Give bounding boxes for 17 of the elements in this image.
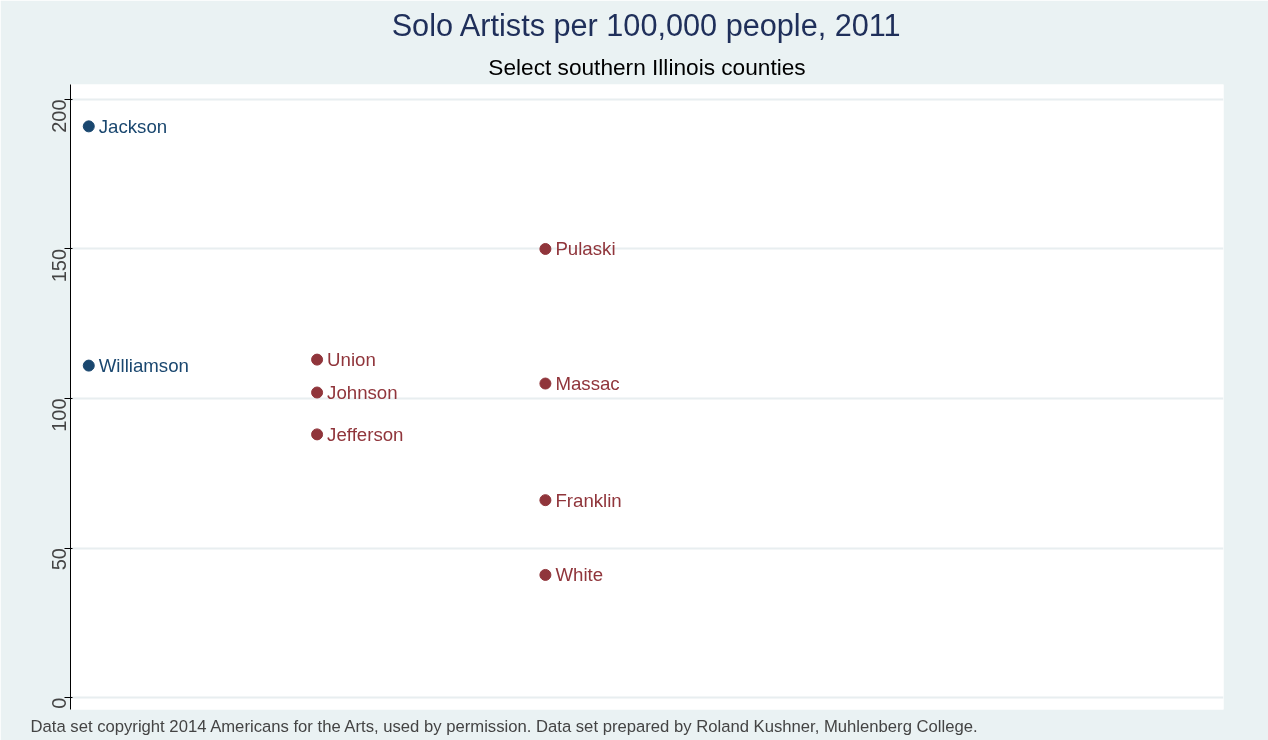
data-label: Massac — [555, 373, 620, 395]
data-label: White — [555, 564, 604, 586]
data-label: Johnson — [327, 382, 398, 404]
data-label: Jefferson — [327, 423, 404, 445]
y-tick-label: 200 — [48, 99, 71, 133]
y-tick-label: 150 — [48, 248, 71, 283]
data-label: Jackson — [98, 115, 168, 137]
data-label: Pulaski — [555, 238, 616, 260]
chart-subtitle: Select southern Illinois counties — [488, 53, 806, 80]
y-tick-label: 100 — [48, 398, 71, 432]
text: Data set copyright 2014 Americans for the Arts, used by permission. Data set prepared by Roland Kushner, Muhlenberg College. — [30, 716, 978, 736]
y-tick-label: 0 — [48, 697, 71, 709]
data-label: Franklin — [555, 489, 622, 511]
y-tick-label: 50 — [48, 548, 71, 571]
data-label: Union — [327, 349, 376, 371]
chart-title: Solo Artists per 100,000 people, 2011 — [391, 7, 901, 43]
data-label: Williamson — [98, 355, 189, 377]
